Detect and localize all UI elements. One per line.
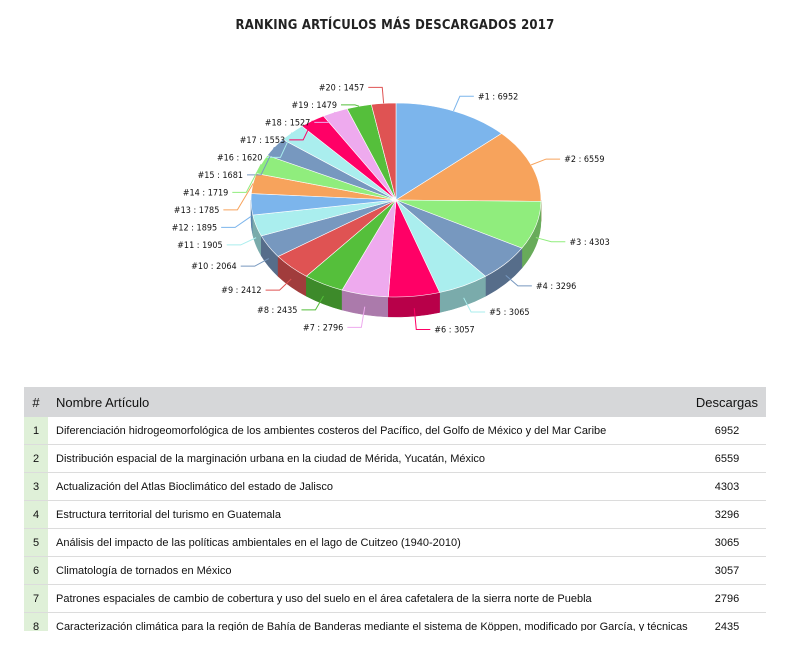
pie-connector-20 (368, 86, 385, 104)
pie-connector-14 (232, 164, 262, 193)
row-downloads: 3057 (688, 556, 766, 585)
table-row: 3 Actualización del Atlas Bioclimático de… (24, 472, 766, 501)
row-num: 3 (24, 472, 48, 501)
header-name: Nombre Artículo (48, 387, 688, 417)
pie-connector-18 (314, 111, 336, 123)
pie-label-8: #8 : 2435 (257, 306, 297, 316)
pie-label-5: #5 : 3065 (489, 308, 529, 318)
pie-label-10: #10 : 2064 (191, 262, 237, 272)
table-row: 7 Patrones espaciales de cambio de cobert… (24, 584, 766, 613)
row-downloads: 3065 (688, 528, 766, 557)
row-downloads: 2796 (688, 584, 766, 613)
row-num: 8 (24, 612, 48, 631)
table-header-row: # Nombre Artículo Descargas (24, 387, 766, 417)
pie-label-9: #9 : 2412 (221, 286, 261, 296)
table-row: 6 Climatología de tornados en México 3057 (24, 556, 766, 585)
pie-connector-11 (226, 237, 257, 246)
row-downloads: 6559 (688, 444, 766, 473)
pie-label-19: #19 : 1479 (291, 101, 337, 111)
row-downloads: 4303 (688, 472, 766, 501)
chart-title: RANKING ARTÍCULOS MÁS DESCARGADOS 2017 (235, 18, 555, 33)
pie-connector-19 (340, 104, 360, 107)
pie-label-4: #4 : 3296 (536, 282, 576, 292)
pie-label-2: #2 : 6559 (564, 155, 604, 165)
pie-label-16: #16 : 1620 (217, 153, 263, 163)
pie-connector-7 (347, 306, 366, 328)
row-num: 1 (24, 417, 48, 445)
table-row: 2 Distribución espacial de la marginación… (24, 444, 766, 473)
pie-connector-8 (301, 295, 324, 311)
pie-label-1: #1 : 6952 (478, 92, 518, 102)
pie-connector-1 (453, 95, 474, 112)
table-row: 1 Diferenciación hidrogeomorfológica de l… (24, 417, 766, 445)
pie-connector-16 (266, 132, 293, 158)
pie-connector-10 (240, 258, 269, 267)
pie-label-3: #3 : 4303 (569, 238, 609, 248)
ranking-table: # Nombre Artículo Descargas 1 Diferenciac… (24, 387, 766, 631)
pie-labels: #1 : 6952 #2 : 6559 #3 : 4303 #4 : 3296 #5 :… (172, 83, 610, 335)
row-num: 4 (24, 500, 48, 529)
pie-connector-15 (247, 146, 275, 176)
row-name: Estructura territorial del turismo en Gu… (48, 500, 688, 529)
row-name: Patrones espaciales de cambio de cobertu… (48, 584, 688, 613)
row-num: 6 (24, 556, 48, 585)
pie-label-6: #6 : 3057 (434, 325, 474, 335)
pie-label-15: #15 : 1681 (197, 171, 243, 181)
row-num: 2 (24, 444, 48, 473)
header-downloads: Descargas (688, 387, 766, 417)
pie-connector-17 (289, 120, 313, 141)
row-name: Actualización del Atlas Bioclimático del… (48, 472, 688, 501)
row-name: Climatología de tornados en México (48, 556, 688, 585)
pie-label-14: #14 : 1719 (183, 188, 229, 198)
pie-connector-13 (223, 183, 254, 211)
header-num: # (24, 387, 48, 417)
pie-label-7: #7 : 2796 (303, 323, 343, 333)
row-name: Diferenciación hidrogeomorfológica de lo… (48, 417, 688, 445)
pie-connector-12 (221, 215, 252, 228)
table-row: 4 Estructura territorial del turismo en G… (24, 500, 766, 529)
pie-label-20: #20 : 1457 (319, 83, 365, 93)
pie-label-11: #11 : 1905 (177, 241, 223, 251)
row-downloads: 6952 (688, 417, 766, 445)
row-downloads: 2435 (688, 612, 766, 631)
pie-connector-9 (265, 278, 292, 291)
pie-sides (250, 199, 542, 318)
pie-connector-5 (463, 297, 486, 313)
table-row: 5 Análisis del impacto de las políticas a… (24, 528, 766, 557)
pie-connector-6 (413, 308, 431, 330)
row-name: Caracterización climática para la región… (48, 612, 688, 631)
pie-label-13: #13 : 1785 (174, 206, 220, 216)
pie-connector-2 (530, 158, 561, 166)
row-downloads: 3296 (688, 500, 766, 529)
table-row: 8 Caracterización climática para la regió… (24, 612, 766, 631)
row-name: Análisis del impacto de las políticas am… (48, 528, 688, 557)
pie-label-18: #18 : 1527 (265, 118, 311, 128)
pie-connector-4 (505, 275, 532, 287)
pie-connector-3 (535, 237, 566, 243)
row-name: Distribución espacial de la marginación … (48, 444, 688, 473)
pie-chart: #1 : 6952 #2 : 6559 #3 : 4303 #4 : 3296 #5 :… (172, 83, 610, 335)
row-num: 7 (24, 584, 48, 613)
pie-label-12: #12 : 1895 (172, 223, 218, 233)
pie-label-17: #17 : 1553 (240, 136, 286, 146)
pie-connectors (221, 86, 566, 330)
pie-top (250, 102, 542, 298)
row-num: 5 (24, 528, 48, 557)
